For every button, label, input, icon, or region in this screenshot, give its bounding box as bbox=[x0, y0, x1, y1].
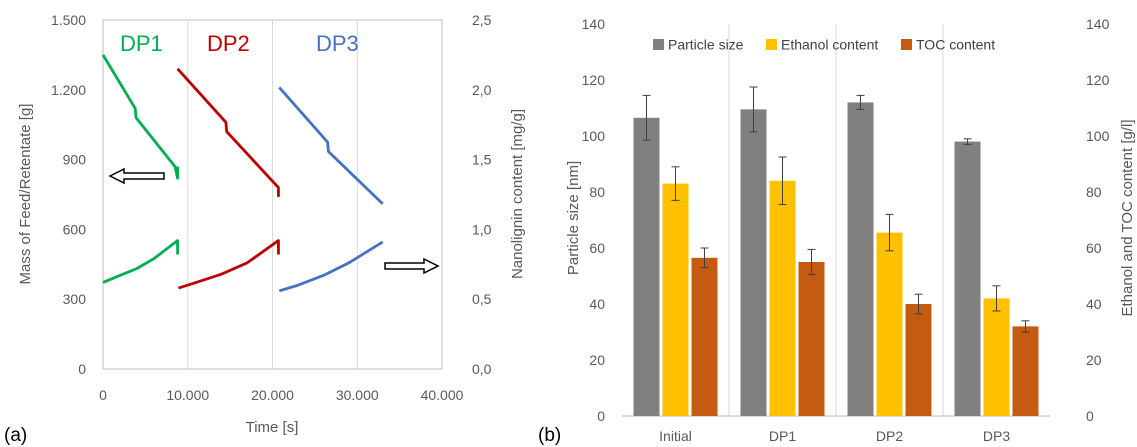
series-dp1-nanolignin-line bbox=[102, 239, 179, 284]
chart-a-ytick-label: 1.200 bbox=[51, 82, 86, 98]
legend-swatch-1 bbox=[766, 39, 777, 50]
chart-a-y2tick-label: 0,0 bbox=[472, 361, 492, 377]
legend-swatch-0 bbox=[653, 39, 664, 50]
chart-a-ytick-label: 600 bbox=[63, 221, 87, 237]
chart-b-ytick-label: 120 bbox=[582, 72, 606, 88]
chart-b-ytick-label: 140 bbox=[582, 16, 606, 32]
bar-ethanol-content bbox=[662, 183, 689, 416]
chart-a-xtick-label: 10.000 bbox=[166, 387, 209, 403]
chart-b-y2label: Ethanol and TOC content [g/l] bbox=[1119, 119, 1136, 316]
chart-b-bars bbox=[633, 86, 1039, 417]
chart-a-ytick-label: 1.500 bbox=[51, 12, 86, 28]
chart-b-category-label: DP3 bbox=[983, 428, 1010, 444]
chart-a-tick-labels: 0 10.000 20.000 30.000 40.000 0 300 600 900 1.200… bbox=[51, 12, 492, 403]
chart-b-tick-labels: 0 20 40 60 80 100 120 140 0 20 40 60 80 100 120 140 Init… bbox=[582, 16, 1110, 444]
bar-ethanol-content bbox=[983, 298, 1010, 416]
chart-b-category-label: DP1 bbox=[769, 428, 796, 444]
chart-b-y2tick-label: 120 bbox=[1086, 72, 1110, 88]
chart-b-category-label: DP2 bbox=[876, 428, 903, 444]
bar-particle-size bbox=[740, 109, 767, 417]
panel-label-a: (a) bbox=[4, 425, 27, 446]
chart-a: 0 10.000 20.000 30.000 40.000 0 300 600 900 1.200… bbox=[4, 12, 526, 446]
chart-a-y2tick-label: 2,0 bbox=[472, 82, 492, 98]
right-axis-arrow-icon bbox=[384, 257, 440, 275]
chart-b-ytick-label: 60 bbox=[589, 240, 605, 256]
chart-b-y2tick-label: 20 bbox=[1086, 352, 1102, 368]
chart-b-y2tick-label: 80 bbox=[1086, 184, 1102, 200]
bar-particle-size bbox=[847, 102, 874, 417]
chart-a-y2tick-label: 2,5 bbox=[472, 12, 492, 28]
chart-a-series bbox=[101, 54, 384, 293]
chart-b-y2tick-label: 60 bbox=[1086, 240, 1102, 256]
chart-a-xtick-label: 0 bbox=[99, 387, 107, 403]
chart-b-category-label: Initial bbox=[659, 428, 692, 444]
chart-b-ytick-label: 40 bbox=[589, 296, 605, 312]
chart-a-xtick-label: 30.000 bbox=[336, 387, 379, 403]
chart-b-ytick-label: 100 bbox=[582, 128, 606, 144]
series-dp3-nanolignin-line bbox=[278, 240, 384, 293]
chart-b-y2tick-label: 0 bbox=[1086, 408, 1094, 424]
series-dp3-mass-line bbox=[278, 86, 384, 205]
series-dp2-mass-line bbox=[176, 67, 280, 197]
panel-label-b: (b) bbox=[538, 425, 561, 446]
chart-a-xtick-label: 40.000 bbox=[421, 387, 464, 403]
chart-a-y2tick-label: 1,5 bbox=[472, 152, 492, 168]
chart-a-dp2-label: DP2 bbox=[207, 31, 250, 56]
chart-b-ytick-label: 0 bbox=[597, 408, 605, 424]
chart-a-xlabel: Time [s] bbox=[246, 419, 299, 436]
bar-toc-content bbox=[905, 304, 932, 416]
chart-b-ylabel: Particle size [nm] bbox=[565, 161, 582, 275]
chart-b-ytick-label: 20 bbox=[589, 352, 605, 368]
bar-ethanol-content bbox=[876, 232, 903, 416]
left-axis-arrow-icon bbox=[108, 167, 165, 185]
chart-b-ytick-label: 80 bbox=[589, 184, 605, 200]
chart-a-ytick-label: 0 bbox=[78, 361, 86, 377]
chart-a-ytick-label: 300 bbox=[63, 291, 87, 307]
bar-toc-content bbox=[1012, 326, 1039, 416]
chart-a-dp1-label: DP1 bbox=[120, 31, 163, 56]
chart-b-y2tick-label: 40 bbox=[1086, 296, 1102, 312]
chart-a-y2label: Nanolignin content [mg/g] bbox=[509, 109, 526, 279]
chart-a-ytick-label: 900 bbox=[63, 152, 87, 168]
chart-a-ylabel: Mass of Feed/Retentate [g] bbox=[17, 104, 34, 285]
bar-particle-size bbox=[954, 141, 981, 416]
chart-a-y2tick-label: 0,5 bbox=[472, 291, 492, 307]
legend-label-1: Ethanol content bbox=[781, 37, 878, 53]
chart-a-dp3-label: DP3 bbox=[316, 31, 359, 56]
bar-particle-size bbox=[633, 117, 660, 417]
chart-b: 0 20 40 60 80 100 120 140 0 20 40 60 80 100 120 140 Init… bbox=[538, 16, 1136, 446]
bar-ethanol-content bbox=[769, 180, 796, 416]
chart-a-xtick-label: 20.000 bbox=[251, 387, 294, 403]
chart-a-y2tick-label: 1,0 bbox=[472, 221, 492, 237]
legend-label-0: Particle size bbox=[668, 37, 744, 53]
bar-toc-content bbox=[798, 262, 825, 416]
chart-b-legend: Particle size Ethanol content TOC content bbox=[653, 37, 995, 53]
chart-b-y2tick-label: 100 bbox=[1086, 128, 1110, 144]
series-dp2-nanolignin-line bbox=[178, 239, 280, 290]
chart-a-gridlines bbox=[187, 20, 358, 369]
bar-toc-content bbox=[691, 257, 718, 416]
legend-label-2: TOC content bbox=[916, 37, 995, 53]
chart-b-y2tick-label: 140 bbox=[1086, 16, 1110, 32]
series-dp1-mass-line bbox=[101, 54, 179, 180]
legend-swatch-2 bbox=[901, 39, 912, 50]
